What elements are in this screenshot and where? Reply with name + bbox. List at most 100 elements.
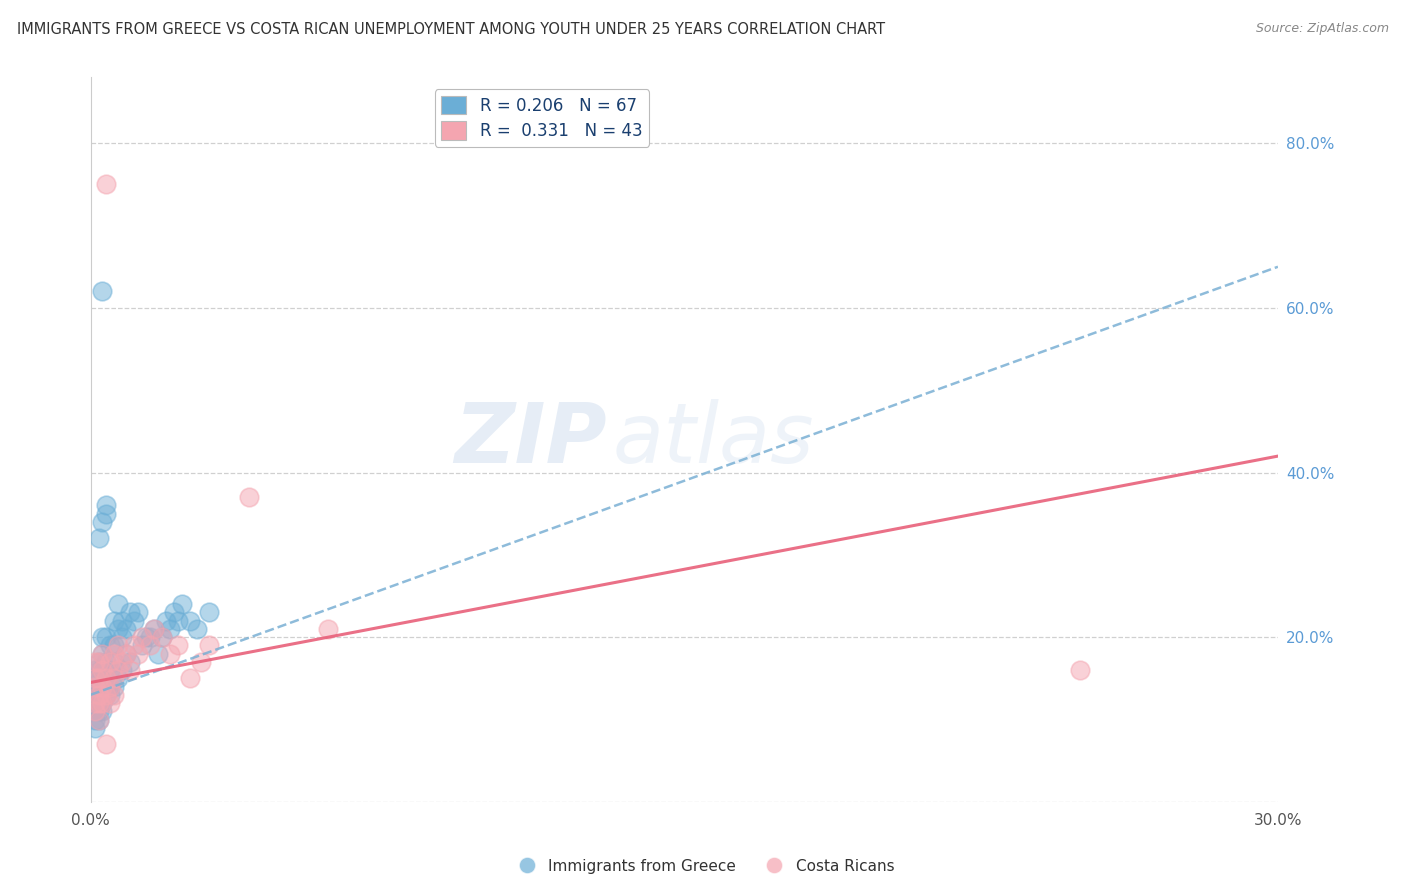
Point xyxy=(87,696,110,710)
Point xyxy=(103,655,125,669)
Point xyxy=(83,704,105,718)
Point xyxy=(107,663,129,677)
Point xyxy=(100,680,122,694)
Point xyxy=(107,639,129,653)
Point xyxy=(115,622,138,636)
Point xyxy=(87,532,110,546)
Point xyxy=(96,671,118,685)
Point xyxy=(96,688,118,702)
Point xyxy=(96,737,118,751)
Point xyxy=(122,614,145,628)
Point xyxy=(107,622,129,636)
Point xyxy=(96,680,118,694)
Point xyxy=(87,713,110,727)
Point xyxy=(131,630,153,644)
Point xyxy=(91,515,114,529)
Point xyxy=(87,680,110,694)
Point xyxy=(100,696,122,710)
Point xyxy=(83,663,105,677)
Point xyxy=(91,285,114,299)
Legend: R = 0.206   N = 67, R =  0.331   N = 43: R = 0.206 N = 67, R = 0.331 N = 43 xyxy=(434,89,650,146)
Point xyxy=(103,671,125,685)
Point xyxy=(91,680,114,694)
Point xyxy=(100,655,122,669)
Point xyxy=(179,671,201,685)
Point xyxy=(87,655,110,669)
Point xyxy=(159,622,181,636)
Point xyxy=(87,655,110,669)
Point xyxy=(127,647,149,661)
Point xyxy=(170,597,193,611)
Point xyxy=(96,178,118,192)
Point xyxy=(103,688,125,702)
Point xyxy=(91,647,114,661)
Point xyxy=(100,639,122,653)
Point xyxy=(190,655,212,669)
Point xyxy=(163,606,186,620)
Point xyxy=(96,507,118,521)
Point xyxy=(198,639,221,653)
Point xyxy=(96,655,118,669)
Point xyxy=(238,490,260,504)
Point xyxy=(316,622,339,636)
Point xyxy=(120,606,142,620)
Point xyxy=(139,639,162,653)
Point xyxy=(96,499,118,513)
Point xyxy=(131,639,153,653)
Point xyxy=(150,630,173,644)
Text: Source: ZipAtlas.com: Source: ZipAtlas.com xyxy=(1256,22,1389,36)
Point xyxy=(186,622,208,636)
Point xyxy=(87,704,110,718)
Point xyxy=(142,622,165,636)
Point xyxy=(100,663,122,677)
Point xyxy=(142,622,165,636)
Point xyxy=(166,614,188,628)
Point xyxy=(87,663,110,677)
Point xyxy=(107,671,129,685)
Point xyxy=(103,639,125,653)
Point xyxy=(107,597,129,611)
Point xyxy=(83,696,105,710)
Point xyxy=(87,696,110,710)
Point xyxy=(159,647,181,661)
Point xyxy=(96,688,118,702)
Point xyxy=(91,663,114,677)
Point xyxy=(83,696,105,710)
Point xyxy=(91,663,114,677)
Point xyxy=(115,647,138,661)
Point xyxy=(91,647,114,661)
Point xyxy=(91,630,114,644)
Point xyxy=(91,680,114,694)
Point xyxy=(111,630,134,644)
Legend: Immigrants from Greece, Costa Ricans: Immigrants from Greece, Costa Ricans xyxy=(506,853,900,880)
Point xyxy=(91,696,114,710)
Point xyxy=(100,688,122,702)
Point xyxy=(87,671,110,685)
Point xyxy=(103,614,125,628)
Point xyxy=(83,680,105,694)
Point xyxy=(1069,663,1091,677)
Text: ZIP: ZIP xyxy=(454,399,607,480)
Point xyxy=(115,647,138,661)
Point xyxy=(87,688,110,702)
Point xyxy=(111,614,134,628)
Point xyxy=(83,671,105,685)
Point xyxy=(135,630,157,644)
Point xyxy=(83,721,105,735)
Point xyxy=(91,671,114,685)
Point xyxy=(83,671,105,685)
Point xyxy=(100,680,122,694)
Point xyxy=(122,639,145,653)
Point xyxy=(83,680,105,694)
Point xyxy=(87,713,110,727)
Point xyxy=(83,704,105,718)
Point xyxy=(139,630,162,644)
Point xyxy=(87,671,110,685)
Point xyxy=(198,606,221,620)
Text: atlas: atlas xyxy=(613,399,814,480)
Point xyxy=(120,663,142,677)
Point xyxy=(120,655,142,669)
Point xyxy=(111,663,134,677)
Point xyxy=(83,688,105,702)
Point xyxy=(83,713,105,727)
